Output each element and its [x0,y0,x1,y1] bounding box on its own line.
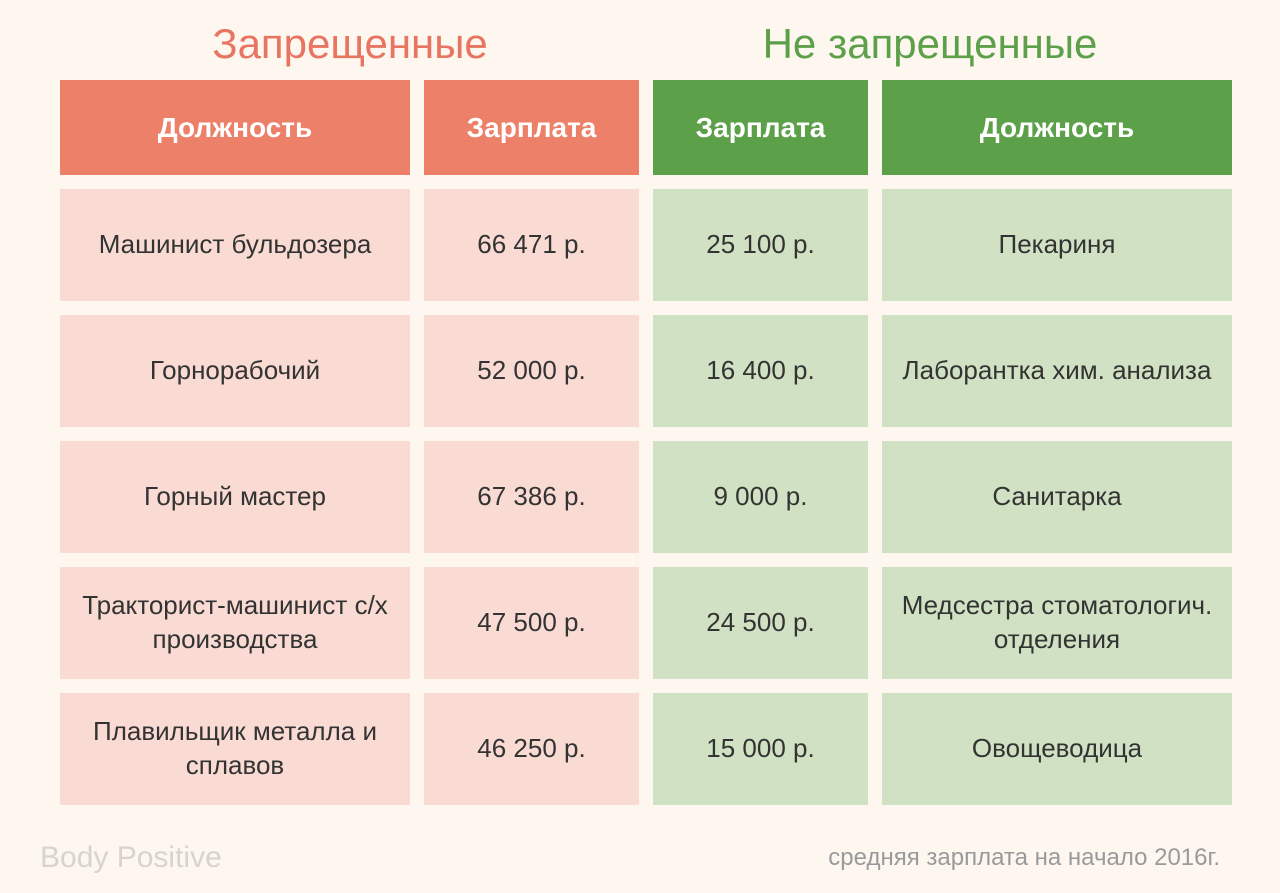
table-cell: 16 400 р. [653,315,868,427]
table-cell: Лаборантка хим. анализа [882,315,1232,427]
table-cell: 47 500 р. [424,567,639,679]
table-cell: Медсестра стоматологич. отделения [882,567,1232,679]
salary-table: Должность Зарплата Зарплата Должность Ма… [60,80,1220,805]
table-cell: 25 100 р. [653,189,868,301]
header-left-position: Должность [60,80,410,175]
header-left-salary: Зарплата [424,80,639,175]
table-cell: Тракторист-машинист с/х производства [60,567,410,679]
table-cell: 24 500 р. [653,567,868,679]
table-cell: 9 000 р. [653,441,868,553]
footer: Body Positive средняя зарплата на начало… [40,841,1220,875]
title-forbidden: Запрещенные [60,20,640,68]
titles-row: Запрещенные Не запрещенные [60,20,1220,68]
footer-note: средняя зарплата на начало 2016г. [828,844,1220,872]
table-cell: 66 471 р. [424,189,639,301]
table-cell: Плавильщик металла и сплавов [60,693,410,805]
header-right-salary: Зарплата [653,80,868,175]
table-cell: Горный мастер [60,441,410,553]
table-cell: 46 250 р. [424,693,639,805]
table-cell: Овощеводица [882,693,1232,805]
table-cell: 15 000 р. [653,693,868,805]
table-cell: Пекариня [882,189,1232,301]
table-cell: Машинист бульдозера [60,189,410,301]
table-cell: 52 000 р. [424,315,639,427]
footer-brand: Body Positive [40,841,222,875]
title-not-forbidden: Не запрещенные [640,20,1220,68]
header-right-position: Должность [882,80,1232,175]
table-cell: Горнорабочий [60,315,410,427]
table-cell: 67 386 р. [424,441,639,553]
table-cell: Санитарка [882,441,1232,553]
